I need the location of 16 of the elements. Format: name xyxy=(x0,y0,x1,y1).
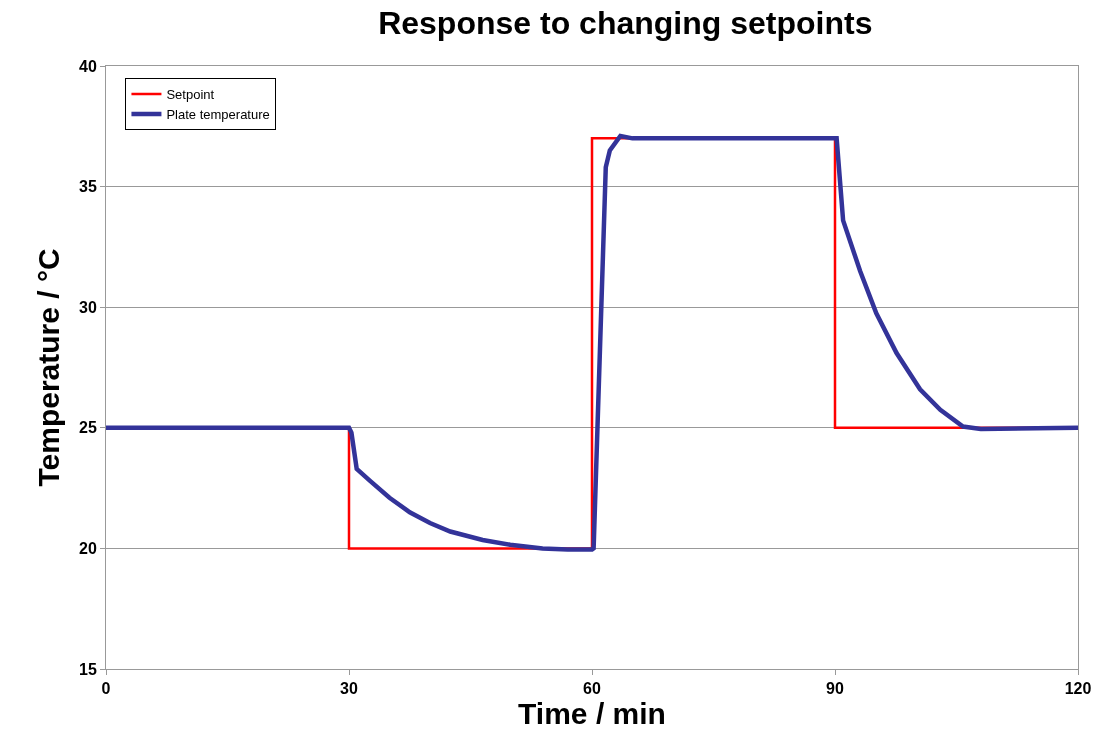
y-tick-label: 35 xyxy=(79,178,97,196)
legend-label: Plate temperature xyxy=(166,106,270,122)
y-tick-label: 20 xyxy=(79,540,97,557)
x-tick-label: 90 xyxy=(826,680,844,698)
y-axis-title: Temperature / °C xyxy=(32,248,65,487)
x-tick-label: 60 xyxy=(583,680,601,698)
x-tick-label: 0 xyxy=(101,680,111,698)
y-tick-label: 25 xyxy=(79,419,97,437)
x-axis-title: Time / min xyxy=(518,697,666,731)
chart-title: Response to changing setpoints xyxy=(378,4,873,41)
y-tick-label: 30 xyxy=(79,298,97,316)
x-tick-label: 30 xyxy=(340,680,358,698)
y-tick-label: 40 xyxy=(79,57,97,75)
y-tick-label: 15 xyxy=(79,660,97,678)
legend-label: Setpoint xyxy=(166,87,215,103)
x-tick-label: 120 xyxy=(1064,680,1092,698)
